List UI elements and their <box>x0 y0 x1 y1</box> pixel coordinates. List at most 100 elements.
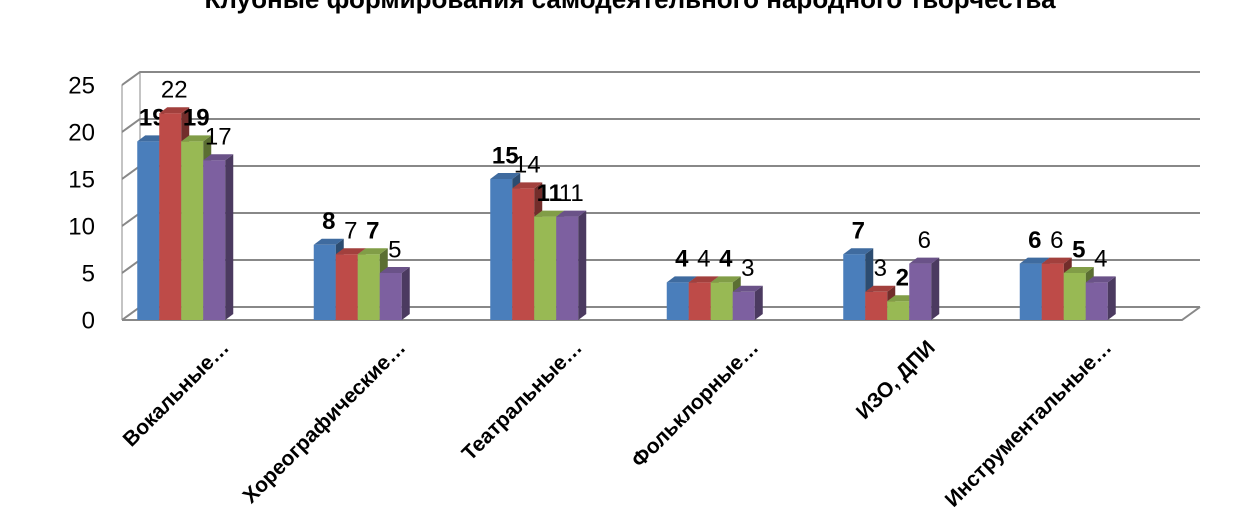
data-label: 17 <box>205 124 232 151</box>
bar <box>512 188 535 320</box>
bar-top <box>710 276 741 283</box>
grid-line <box>121 165 1200 180</box>
bar-group <box>379 267 410 320</box>
bar <box>688 282 711 320</box>
data-label: 14 <box>514 152 541 179</box>
y-tick-label: 15 <box>68 166 95 193</box>
bar-side <box>401 267 410 320</box>
data-label: 6 <box>918 227 931 254</box>
bar <box>490 179 513 320</box>
bar <box>181 141 204 320</box>
floor <box>122 306 1201 321</box>
data-label: 19 <box>183 105 210 132</box>
bar-group <box>556 210 587 320</box>
bar <box>710 282 733 320</box>
data-label: 4 <box>719 246 733 273</box>
grid-line <box>121 118 1200 133</box>
grid-line <box>121 71 1200 86</box>
y-tick-label: 25 <box>68 72 95 99</box>
bar-top <box>357 248 388 255</box>
data-label: 11 <box>559 180 584 207</box>
bar-top <box>865 285 896 292</box>
bar <box>843 254 866 320</box>
bar <box>203 160 226 320</box>
data-label: 22 <box>161 77 188 104</box>
bar-group <box>1085 276 1116 320</box>
bar-top <box>556 210 587 217</box>
chart-title: Клубные формирования самодеятельного нар… <box>180 0 1080 20</box>
data-label: 15 <box>492 142 519 169</box>
data-label: 4 <box>1094 246 1107 273</box>
x-tick-label: Хореографические… <box>239 336 411 508</box>
bar-side <box>1107 276 1116 320</box>
bar-top <box>1063 267 1094 273</box>
x-tick-label: Фольклорные… <box>627 336 763 472</box>
y-tick-label: 20 <box>68 119 95 146</box>
bar-top <box>379 267 410 273</box>
bar-group <box>909 257 940 320</box>
bar-top <box>490 173 521 179</box>
bar <box>909 263 932 320</box>
grid-line <box>121 212 1200 227</box>
bar-top <box>534 210 565 217</box>
bar-top <box>313 238 344 245</box>
data-label: 3 <box>874 255 887 282</box>
data-label: 5 <box>388 236 401 263</box>
bar <box>1063 273 1086 320</box>
data-label: 7 <box>344 218 357 245</box>
bar <box>159 113 182 320</box>
bar-top <box>688 276 719 283</box>
y-tick-label: 0 <box>82 307 95 334</box>
bar-top <box>1041 257 1072 264</box>
bar-top <box>666 276 697 283</box>
data-label: 6 <box>1050 227 1063 254</box>
bar-top <box>732 285 763 292</box>
bar-group <box>732 285 763 320</box>
bar-top <box>335 248 366 255</box>
bar-side <box>931 257 940 320</box>
bar-side <box>225 154 234 320</box>
x-tick-label: Театральные… <box>458 336 587 465</box>
data-label: 2 <box>896 265 909 292</box>
bar <box>313 244 336 320</box>
bar <box>379 273 402 320</box>
data-label: 4 <box>697 246 710 273</box>
bar <box>335 254 358 320</box>
bar-top <box>512 182 543 189</box>
bar-top <box>909 257 940 264</box>
bar-side <box>578 210 587 320</box>
bar-top <box>181 135 212 142</box>
bar <box>666 282 689 320</box>
data-label: 7 <box>366 218 379 245</box>
bar-top <box>159 107 190 114</box>
bar <box>1085 282 1108 320</box>
bar <box>887 301 910 320</box>
bar <box>865 291 888 320</box>
bar <box>1041 263 1064 320</box>
data-label: 5 <box>1072 236 1085 263</box>
bar <box>534 216 557 320</box>
bar <box>556 216 579 320</box>
bar-top <box>203 154 234 161</box>
bar-group <box>203 154 234 320</box>
x-tick-label: Вокальные… <box>119 336 234 451</box>
bar-top <box>843 248 874 255</box>
bar <box>732 291 755 320</box>
bar-top <box>1085 276 1116 283</box>
data-label: 11 <box>537 180 562 207</box>
bar <box>1019 263 1042 320</box>
x-tick-label: Инструментальные… <box>941 336 1116 510</box>
x-tick-label: ИЗО, ДПИ <box>852 336 940 424</box>
bar-top <box>1019 257 1050 264</box>
data-label: 8 <box>322 208 335 235</box>
y-tick-label: 5 <box>82 260 95 287</box>
data-label: 6 <box>1028 227 1041 254</box>
data-label: 4 <box>675 246 689 273</box>
data-label: 3 <box>741 255 754 282</box>
data-label: 7 <box>852 218 865 245</box>
bar-side <box>754 285 763 320</box>
bar <box>137 141 160 320</box>
y-tick-label: 10 <box>68 213 95 240</box>
